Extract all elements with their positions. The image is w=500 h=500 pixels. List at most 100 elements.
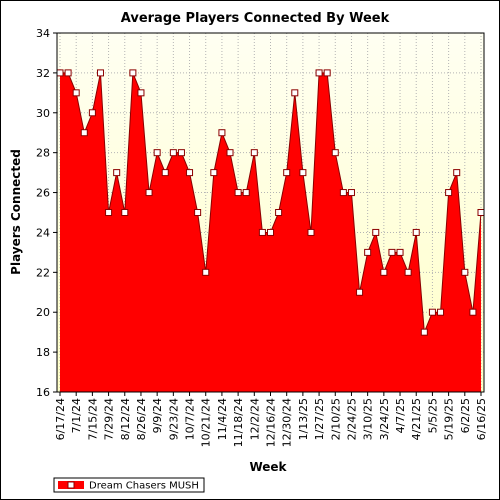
x-axis-title: Week (249, 460, 287, 474)
data-point (202, 268, 210, 276)
y-tick-label: 24 (36, 226, 50, 239)
x-tick-label: 7/29/24 (103, 398, 116, 440)
data-markers (56, 69, 485, 336)
data-point (412, 228, 420, 236)
data-point (194, 209, 202, 216)
x-tick-label: 5/19/25 (443, 398, 456, 440)
data-point (113, 169, 121, 177)
data-point (388, 248, 396, 256)
data-point (437, 308, 445, 316)
y-tick-label: 16 (36, 386, 50, 399)
data-point (258, 228, 266, 236)
x-tick-label: 9/23/24 (167, 398, 180, 440)
x-tick-label: 12/30/24 (281, 398, 294, 447)
data-point (210, 169, 218, 177)
x-tick-label: 4/21/25 (410, 398, 423, 440)
data-point (218, 129, 226, 137)
data-point (137, 89, 145, 97)
x-tick-label: 7/15/24 (86, 398, 99, 440)
data-point (88, 109, 96, 117)
data-point (420, 328, 428, 336)
x-tick-label: 1/27/25 (313, 398, 326, 440)
x-tick-label: 6/2/25 (459, 398, 472, 433)
data-point (267, 228, 274, 236)
x-tick-label: 1/13/25 (297, 398, 310, 440)
data-point (64, 69, 72, 77)
x-tick-label: 5/5/25 (426, 398, 439, 433)
data-point (461, 268, 469, 276)
x-tick-label: 6/17/24 (54, 398, 67, 440)
data-point (250, 149, 258, 157)
data-point (291, 89, 299, 97)
data-point (275, 209, 283, 216)
legend-box (53, 477, 205, 493)
data-point (428, 308, 436, 316)
data-point (299, 169, 307, 177)
y-tick-label: 20 (36, 306, 50, 319)
data-point (161, 169, 169, 177)
data-point (364, 248, 372, 256)
data-point (56, 69, 64, 77)
data-point (234, 189, 242, 197)
x-tick-label: 12/2/24 (248, 398, 261, 440)
data-point (453, 169, 461, 177)
legend: Dream Chasers MUSH (53, 477, 205, 493)
chart-title: Average Players Connected By Week (121, 11, 390, 26)
data-point (323, 69, 331, 77)
x-tick-label: 10/21/24 (200, 398, 213, 447)
y-tick-label: 34 (36, 27, 50, 40)
y-tick-label: 32 (36, 67, 50, 80)
y-tick-label: 28 (36, 147, 50, 160)
y-tick-label: 22 (36, 266, 50, 279)
x-tick-label: 2/10/25 (329, 398, 342, 440)
data-point (169, 149, 177, 157)
data-point (445, 189, 453, 197)
x-tick-label: 11/4/24 (216, 398, 229, 440)
data-point (96, 69, 104, 77)
x-tick-label: 6/16/25 (475, 398, 488, 440)
y-axis-title: Players Connected (9, 149, 23, 275)
x-axis: 6/17/24 7/1/24 7/15/24 7/29/24 8/12/24 8/26/2… (54, 392, 488, 447)
data-point (153, 149, 161, 157)
data-point (477, 209, 485, 216)
data-point (80, 129, 88, 137)
legend-marker (67, 481, 75, 489)
data-point (469, 308, 477, 316)
data-point (307, 228, 315, 236)
x-tick-label: 9/9/24 (151, 398, 164, 433)
data-point (186, 169, 194, 177)
data-point (380, 268, 388, 276)
x-tick-label: 3/10/25 (362, 398, 375, 440)
data-point (283, 169, 291, 177)
data-point (242, 189, 250, 197)
y-tick-label: 18 (36, 346, 50, 359)
data-point (339, 189, 347, 197)
x-tick-label: 12/16/24 (265, 398, 278, 447)
y-tick-label: 26 (36, 187, 50, 200)
y-axis: 16 18 20 22 24 26 28 30 32 34 (36, 27, 57, 399)
data-point (226, 149, 234, 157)
data-point (315, 69, 323, 77)
x-tick-label: 3/24/25 (378, 398, 391, 440)
data-point (72, 89, 80, 97)
y-tick-label: 30 (36, 107, 50, 120)
data-point (145, 189, 153, 197)
x-tick-label: 10/7/24 (184, 398, 197, 440)
data-point (177, 149, 185, 157)
x-tick-label: 8/12/24 (119, 398, 132, 440)
data-point (372, 228, 380, 236)
data-point (105, 209, 113, 216)
legend-label: Dream Chasers MUSH (89, 481, 199, 492)
data-point (129, 69, 137, 77)
x-tick-label: 11/18/24 (232, 398, 245, 447)
data-point (347, 189, 355, 197)
x-tick-label: 7/1/24 (70, 398, 83, 433)
x-tick-label: 4/7/25 (394, 398, 407, 433)
data-point (121, 209, 129, 216)
data-point (396, 248, 404, 256)
data-point (331, 149, 339, 157)
data-point (356, 288, 364, 296)
data-point (404, 268, 412, 276)
x-tick-label: 2/24/25 (345, 398, 358, 440)
